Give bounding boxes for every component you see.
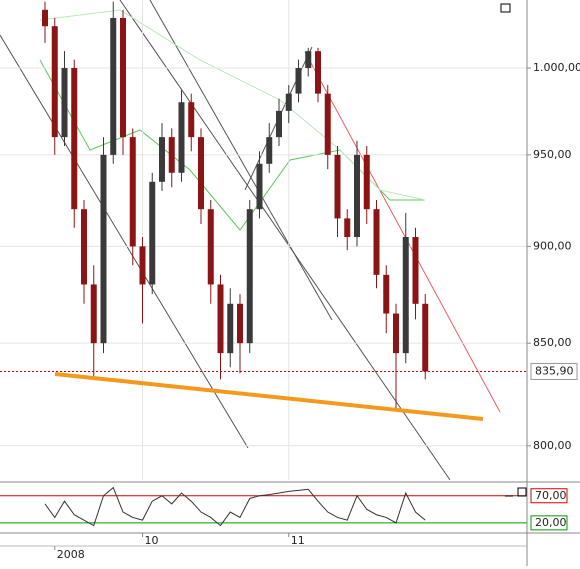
candle-body <box>120 17 126 138</box>
candle-body <box>285 93 292 111</box>
candle-body <box>315 51 321 94</box>
moving-average <box>39 9 426 201</box>
last-price-box <box>530 362 578 380</box>
candle-body <box>344 218 351 238</box>
candle-body <box>90 284 97 344</box>
candle-body <box>324 93 331 155</box>
candle-body <box>383 274 390 314</box>
candle-body <box>363 154 370 210</box>
trend-line <box>149 0 333 321</box>
drawings <box>0 0 501 481</box>
candle-body <box>71 68 78 210</box>
maximize-icon[interactable] <box>500 3 511 13</box>
candle-body <box>373 209 380 275</box>
axes: 1.000,00 950,00 900,00 850,00 800,00 2008 10 11… <box>54 61 580 561</box>
price-panel <box>0 0 527 480</box>
candle-body <box>188 102 195 138</box>
candle-body <box>149 181 156 285</box>
level-box <box>530 488 568 504</box>
candle-body <box>207 209 214 285</box>
y-tick-label: 20,00 <box>535 516 567 529</box>
candle-body <box>276 110 282 138</box>
candle-body <box>217 284 224 354</box>
trend-line <box>119 0 451 481</box>
candle-body <box>334 154 341 219</box>
x-tick-label: 2008 <box>57 548 85 561</box>
candle-body <box>129 137 136 247</box>
candle-body <box>422 303 429 372</box>
candle-body <box>402 237 409 354</box>
candle-body <box>354 154 360 238</box>
candle-body <box>198 137 204 210</box>
x-tick-label: 10 <box>145 534 159 547</box>
x-tick-label: 11 <box>291 534 305 547</box>
y-tick-label: 850,00 <box>533 336 572 349</box>
candle-body <box>412 237 419 304</box>
candle-body <box>168 137 175 173</box>
maximize-icon[interactable] <box>517 487 527 497</box>
candle-body <box>237 303 243 344</box>
y-tick-label: 800,00 <box>533 439 572 452</box>
y-tick-label: 1.000,00 <box>533 61 580 74</box>
trend-line <box>304 51 501 413</box>
y-tick-label: 70,00 <box>535 489 567 502</box>
candle-body <box>393 313 399 354</box>
candle-body <box>305 51 312 69</box>
candle-body <box>110 17 117 155</box>
candle-body <box>100 154 107 344</box>
candle-body <box>51 26 58 138</box>
candle-body <box>295 68 302 94</box>
candle-body <box>246 209 253 344</box>
candle-body <box>178 102 185 173</box>
candle-body <box>159 137 165 182</box>
candle-body <box>139 246 146 285</box>
candle-body <box>227 303 234 354</box>
trend-line <box>0 34 249 449</box>
y-tick-label: 950,00 <box>533 148 572 161</box>
y-tick-label: 900,00 <box>533 239 572 252</box>
candle-body <box>42 9 48 27</box>
candle-body <box>266 137 273 164</box>
level-box <box>530 515 568 531</box>
rsi-line <box>44 486 426 527</box>
candle-body <box>81 209 87 285</box>
candle-body <box>61 68 68 138</box>
candle-body <box>256 163 263 210</box>
last-price-label: 835,90 <box>535 364 574 377</box>
support-line <box>54 372 484 421</box>
rsi-panel <box>0 486 527 527</box>
